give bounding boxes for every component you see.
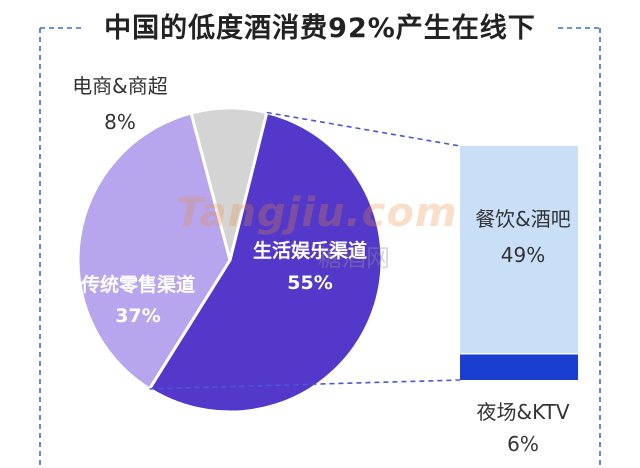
bar-label-dining: 餐饮&酒吧 — [475, 207, 571, 231]
pie-value-lifestyle: 55% — [287, 272, 333, 294]
chart-title: 中国的低度酒消费92%产生在线下 — [104, 13, 536, 44]
pie-value-ecommerce: 8% — [104, 110, 136, 134]
pie-label-lifestyle: 生活娱乐渠道 — [252, 240, 367, 262]
bar-value-dining: 49% — [500, 243, 546, 267]
connector-line-bottom — [149, 379, 461, 390]
pie-chart — [76, 106, 384, 414]
chart-border — [39, 27, 601, 468]
bar-segment-1 — [460, 354, 578, 380]
watermark-latin: Tangjiu.com — [176, 190, 458, 236]
breakdown-bar — [460, 146, 578, 380]
bar-value-nightclub: 6% — [507, 432, 539, 456]
pie-slice-1 — [76, 111, 232, 391]
pie-slice-2 — [189, 106, 269, 261]
bar-label-nightclub: 夜场&KTV — [476, 400, 570, 424]
pie-label-retail: 传统零售渠道 — [80, 274, 195, 296]
connector-line-top — [266, 111, 461, 147]
pie-value-retail: 37% — [115, 305, 161, 327]
pie-label-ecommerce: 电商&商超 — [72, 74, 168, 98]
pie-slice-0 — [147, 110, 384, 414]
bar-segment-0 — [460, 146, 578, 355]
watermark-chinese: 糖酒网 — [318, 244, 390, 272]
